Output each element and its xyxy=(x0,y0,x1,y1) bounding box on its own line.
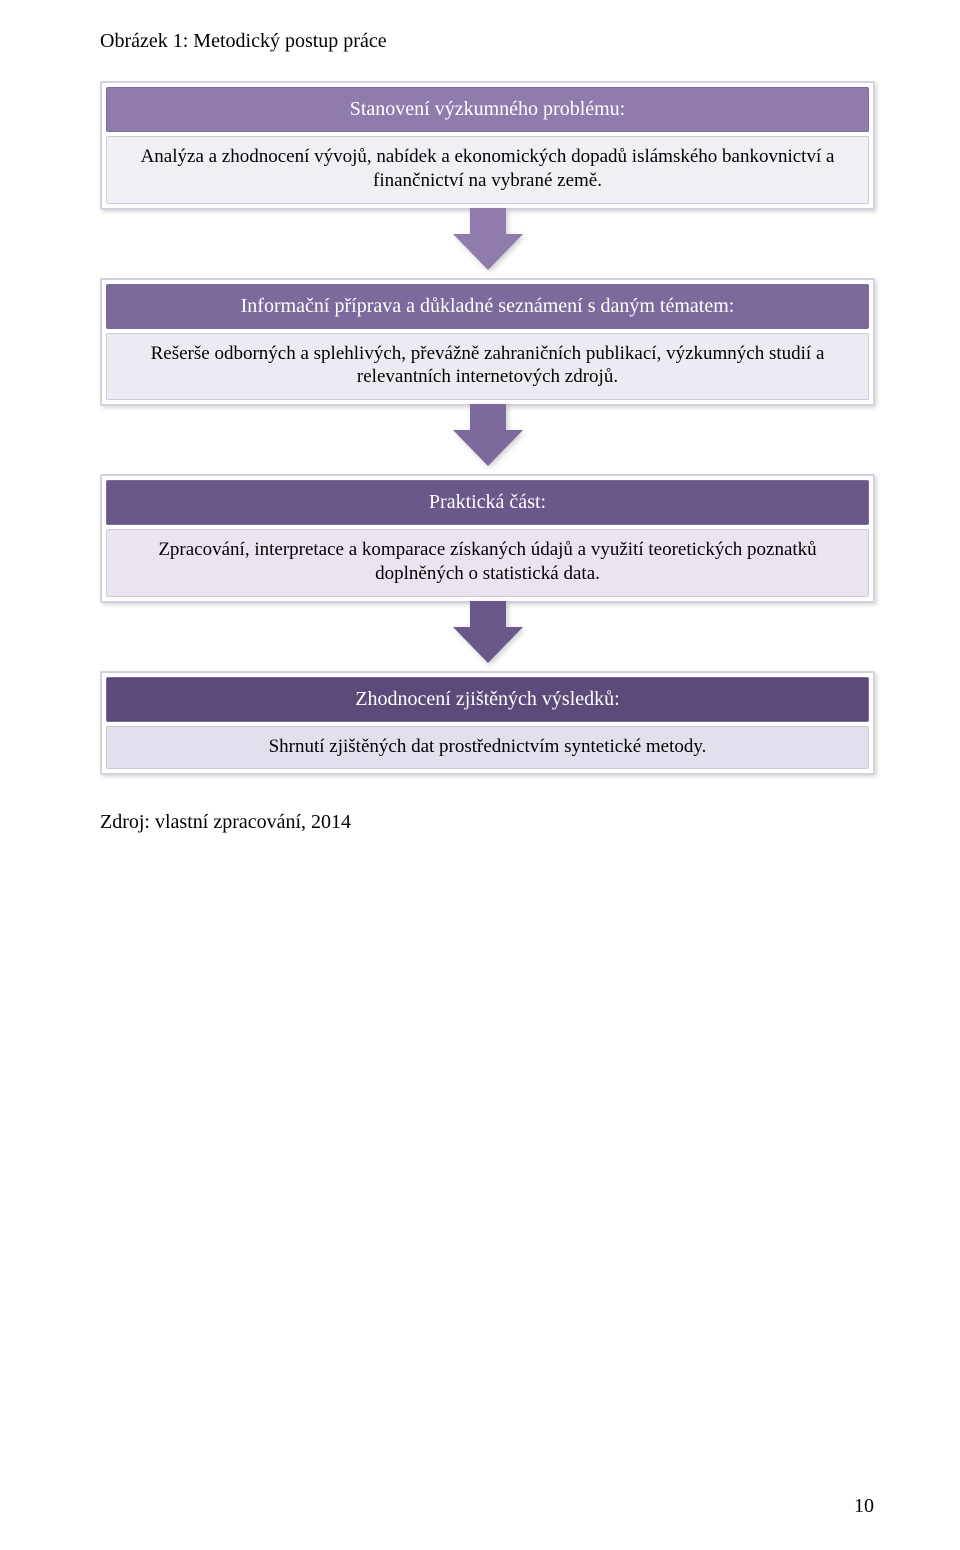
step-header-3: Praktická část: xyxy=(106,480,869,525)
source-text: Zdroj: vlastní zpracování, 2014 xyxy=(100,811,875,834)
step-box-2: Informační příprava a důkladné seznámení… xyxy=(100,278,875,407)
step-header-4: Zhodnocení zjištěných výsledků: xyxy=(106,677,869,722)
step-body-3: Zpracování, interpretace a komparace zís… xyxy=(106,529,869,597)
flow-container: Stanovení výzkumného problému: Analýza a… xyxy=(100,81,875,775)
step-box-1: Stanovení výzkumného problému: Analýza a… xyxy=(100,81,875,210)
arrow-2 xyxy=(100,404,875,468)
page-number: 10 xyxy=(854,1495,874,1518)
arrow-1 xyxy=(100,208,875,272)
figure-title: Obrázek 1: Metodický postup práce xyxy=(100,30,875,53)
step-header-2: Informační příprava a důkladné seznámení… xyxy=(106,284,869,329)
step-body-2: Rešerše odborných a splehlivých, převážn… xyxy=(106,333,869,401)
step-header-1: Stanovení výzkumného problému: xyxy=(106,87,869,132)
arrow-3 xyxy=(100,601,875,665)
step-box-3: Praktická část: Zpracování, interpretace… xyxy=(100,474,875,603)
step-body-1: Analýza a zhodnocení vývojů, nabídek a e… xyxy=(106,136,869,204)
step-box-4: Zhodnocení zjištěných výsledků: Shrnutí … xyxy=(100,671,875,776)
step-body-4: Shrnutí zjištěných dat prostřednictvím s… xyxy=(106,726,869,770)
